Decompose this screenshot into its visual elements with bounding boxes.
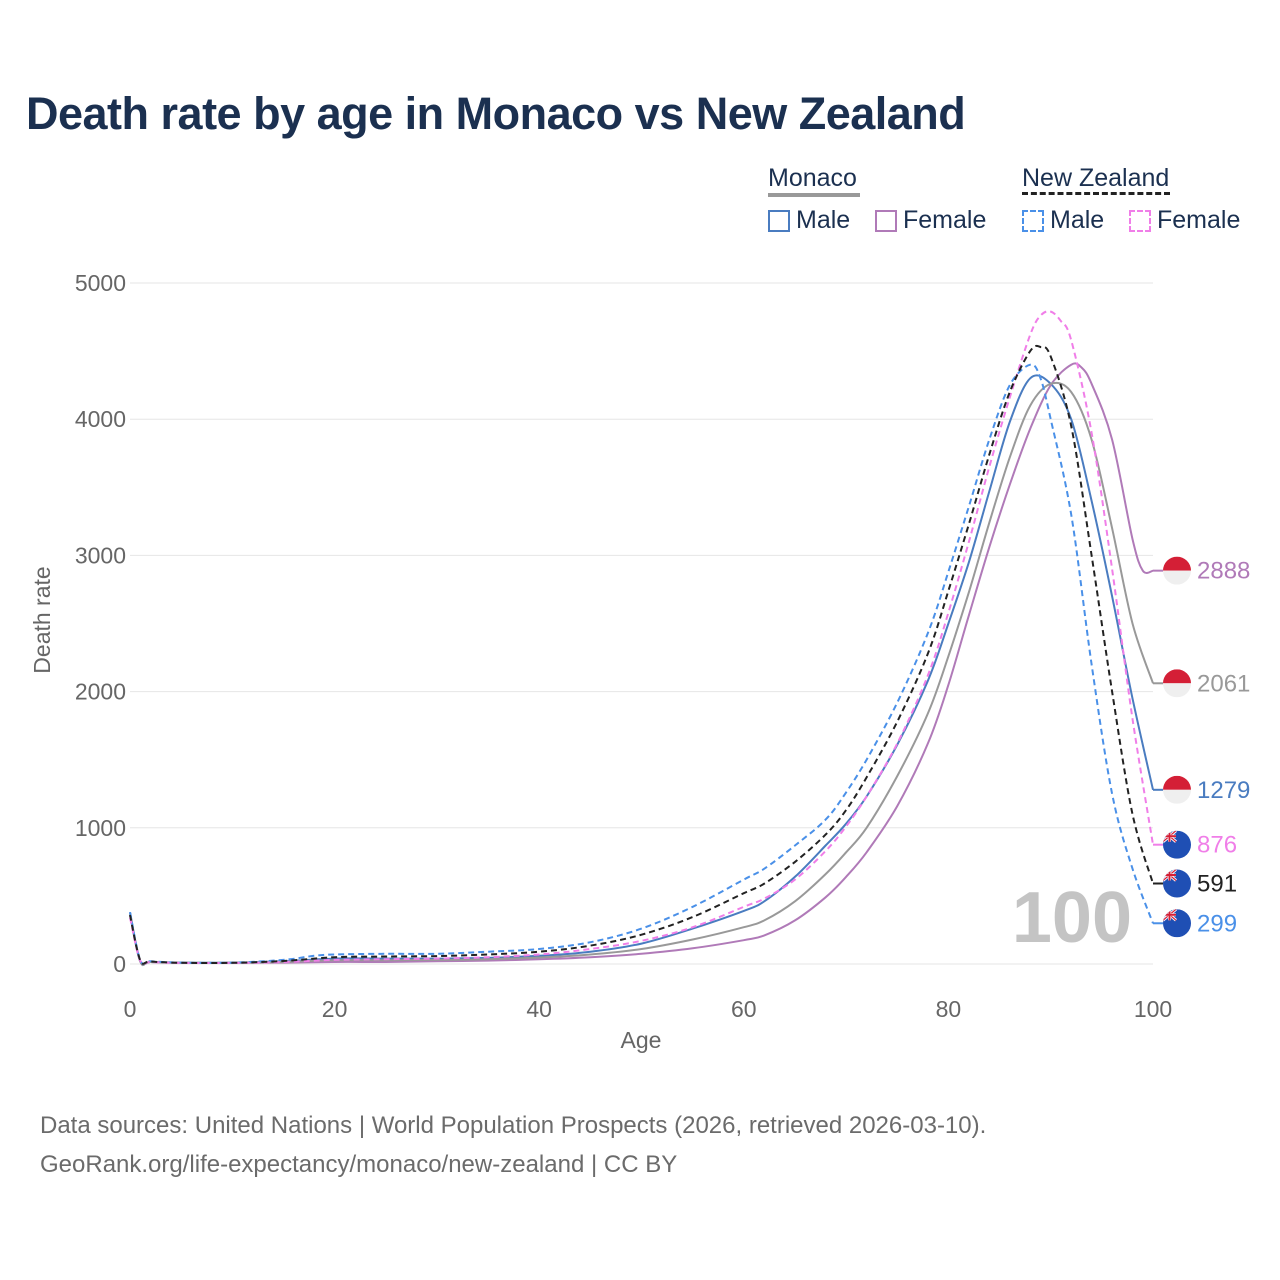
x-tick-label: 0 [124,996,137,1022]
new-zealand-flag-icon [1163,869,1191,898]
end-value-label: 299 [1197,910,1237,937]
legend-line-monaco [768,193,860,197]
series-line-new-zealand-total[interactable] [129,344,1154,965]
legend-item-monaco-female[interactable]: Female [875,206,986,235]
new-zealand-flag-icon [1163,909,1191,938]
series-line-monaco-total[interactable] [129,381,1154,966]
y-tick-label: 3000 [75,542,126,568]
legend-item-monaco-male[interactable]: Male [768,206,850,235]
y-tick-label: 2000 [75,679,126,705]
end-value-label: 1279 [1197,777,1250,804]
legend-label: Male [796,206,851,234]
series-lines [129,310,1154,967]
series-line-monaco-male[interactable] [129,374,1154,967]
legend-label: Male [1050,206,1105,234]
legend-group-monaco[interactable]: Monaco [768,164,857,192]
new-zealand-flag-icon [1163,830,1191,859]
y-tick-label: 4000 [75,406,126,432]
monaco-flag-icon [1163,556,1191,585]
y-tick-label: 1000 [75,815,126,841]
end-value-label: 2061 [1197,670,1250,697]
legend-item-new-zealand-male[interactable]: Male [1022,206,1104,235]
y-tick-label: 0 [113,951,126,977]
chart: 0 1000 2000 3000 4000 5000 0 20 40 60 80 100 100 28… [29,270,1250,1053]
series-line-new-zealand-male[interactable] [129,363,1154,965]
x-tick-label: 80 [936,996,962,1022]
legend-label: Female [903,206,987,234]
monaco-flag-icon [1163,669,1191,698]
x-tick-label: 40 [526,996,552,1022]
y-axis-title: Death rate [29,566,55,673]
legend-swatch-new-zealand-male [1022,209,1044,232]
x-axis-title: Age [621,1027,662,1053]
legend-group-new-zealand[interactable]: New Zealand [1022,164,1170,192]
legend-swatch-new-zealand-female [1129,209,1151,232]
x-tick-label: 60 [731,996,757,1022]
chart-title: Death rate by age in Monaco vs New Zeala… [26,88,966,139]
source-line-1: Data sources: United Nations | World Pop… [40,1112,987,1139]
x-tick-label: 100 [1134,996,1172,1022]
y-tick-label: 5000 [75,270,126,296]
end-value-label: 876 [1197,832,1237,859]
monaco-flag-icon [1163,775,1191,804]
legend-line-new-zealand [1022,192,1170,195]
legend-swatch-monaco-female [875,209,897,232]
grid-lines [130,282,1153,965]
series-line-new-zealand-female[interactable] [129,310,1154,966]
legend-swatch-monaco-male [768,209,790,232]
x-tick-label: 20 [322,996,348,1022]
legend-label: Female [1157,206,1241,234]
end-value-label: 591 [1197,871,1237,898]
year-watermark: 100 [1012,878,1132,958]
source-line-2[interactable]: GeoRank.org/life-expectancy/monaco/new-z… [40,1151,678,1178]
end-labels: 2888 2061 1279 876 591 299 [1153,556,1250,938]
end-value-label: 2888 [1197,558,1250,585]
axes: 0 1000 2000 3000 4000 5000 0 20 40 60 80 100 [75,270,1172,1022]
legend-item-new-zealand-female[interactable]: Female [1129,206,1240,235]
source-note: Data sources: United Nations | World Pop… [40,1106,986,1184]
